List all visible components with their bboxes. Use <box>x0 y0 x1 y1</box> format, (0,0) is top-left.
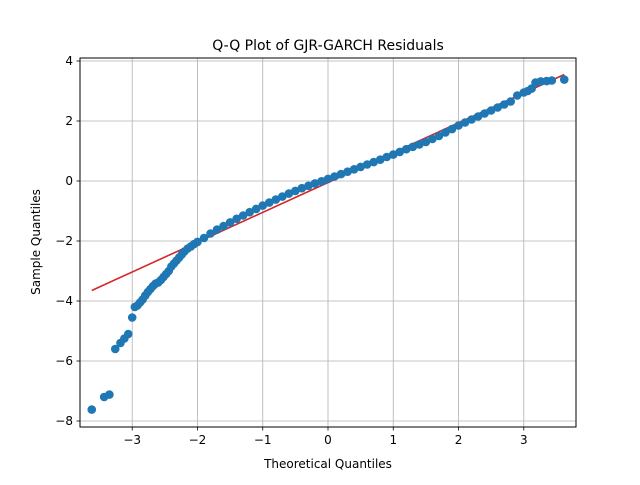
y-tick-label: −8 <box>55 414 73 428</box>
x-tick-label: 1 <box>389 433 397 447</box>
data-point <box>105 390 114 399</box>
chart-title: Q-Q Plot of GJR-GARCH Residuals <box>212 38 444 54</box>
y-axis-ticks: −8 −6 −4 −2 0 2 4 <box>55 54 80 428</box>
data-point <box>284 189 294 198</box>
data-point <box>212 225 222 234</box>
y-tick-label: −2 <box>55 234 73 248</box>
data-point <box>127 313 137 322</box>
data-point <box>388 150 398 159</box>
data-point <box>110 344 120 354</box>
data-point <box>408 142 418 152</box>
x-tick-label: 0 <box>324 433 332 447</box>
data-point <box>330 172 339 181</box>
data-point <box>251 204 261 214</box>
data-point <box>278 192 287 201</box>
x-tick-label: −2 <box>189 433 207 447</box>
data-point <box>421 137 431 147</box>
data-point <box>264 198 274 207</box>
data-point <box>258 201 268 210</box>
data-point <box>245 207 254 217</box>
data-point <box>486 106 496 115</box>
data-point <box>506 97 516 106</box>
data-point <box>349 165 359 174</box>
y-tick-label: −4 <box>55 294 73 308</box>
data-point <box>304 181 313 191</box>
data-point <box>395 147 405 157</box>
data-point <box>343 167 352 176</box>
data-point <box>512 91 522 100</box>
grid-lines <box>80 58 576 427</box>
data-point <box>559 75 569 84</box>
data-point <box>310 179 320 188</box>
y-tick-label: −6 <box>55 354 73 368</box>
data-point <box>499 100 509 109</box>
data-point <box>441 128 450 137</box>
data-point <box>271 195 281 204</box>
data-point <box>317 177 326 186</box>
data-point <box>232 214 241 224</box>
data-point <box>375 155 385 164</box>
data-point <box>369 157 378 167</box>
x-axis-label: Theoretical Quantiles <box>263 457 392 471</box>
y-tick-label: 0 <box>65 174 73 188</box>
x-axis-ticks: −3 −2 −1 0 1 2 3 <box>123 427 528 447</box>
data-point <box>362 160 372 169</box>
data-point <box>460 118 470 127</box>
data-point <box>447 124 457 134</box>
x-tick-label: −1 <box>254 433 272 447</box>
data-point <box>87 405 97 414</box>
data-point <box>415 140 424 149</box>
data-point <box>206 229 215 238</box>
x-tick-label: 3 <box>520 433 528 447</box>
data-point <box>402 144 411 154</box>
x-tick-label: 2 <box>455 433 463 447</box>
data-point <box>219 221 228 231</box>
data-point <box>323 174 333 184</box>
data-point <box>123 329 133 339</box>
data-point <box>493 103 502 112</box>
data-point <box>297 183 307 193</box>
data-point <box>547 76 557 85</box>
y-tick-label: 4 <box>65 54 73 68</box>
data-point <box>225 218 235 227</box>
data-point <box>238 211 248 220</box>
data-point <box>467 115 476 124</box>
data-point <box>356 162 365 172</box>
data-points <box>87 75 569 414</box>
data-point <box>480 109 489 118</box>
data-point <box>428 134 437 144</box>
data-point <box>382 152 392 162</box>
data-point <box>473 112 483 121</box>
data-point <box>336 169 346 179</box>
data-point <box>199 233 209 243</box>
data-point <box>434 131 444 141</box>
data-point <box>193 237 202 247</box>
x-tick-label: −3 <box>123 433 141 447</box>
y-tick-label: 2 <box>65 114 73 128</box>
y-axis-label: Sample Quantiles <box>29 189 43 295</box>
data-point <box>454 121 463 130</box>
data-point <box>291 186 300 196</box>
